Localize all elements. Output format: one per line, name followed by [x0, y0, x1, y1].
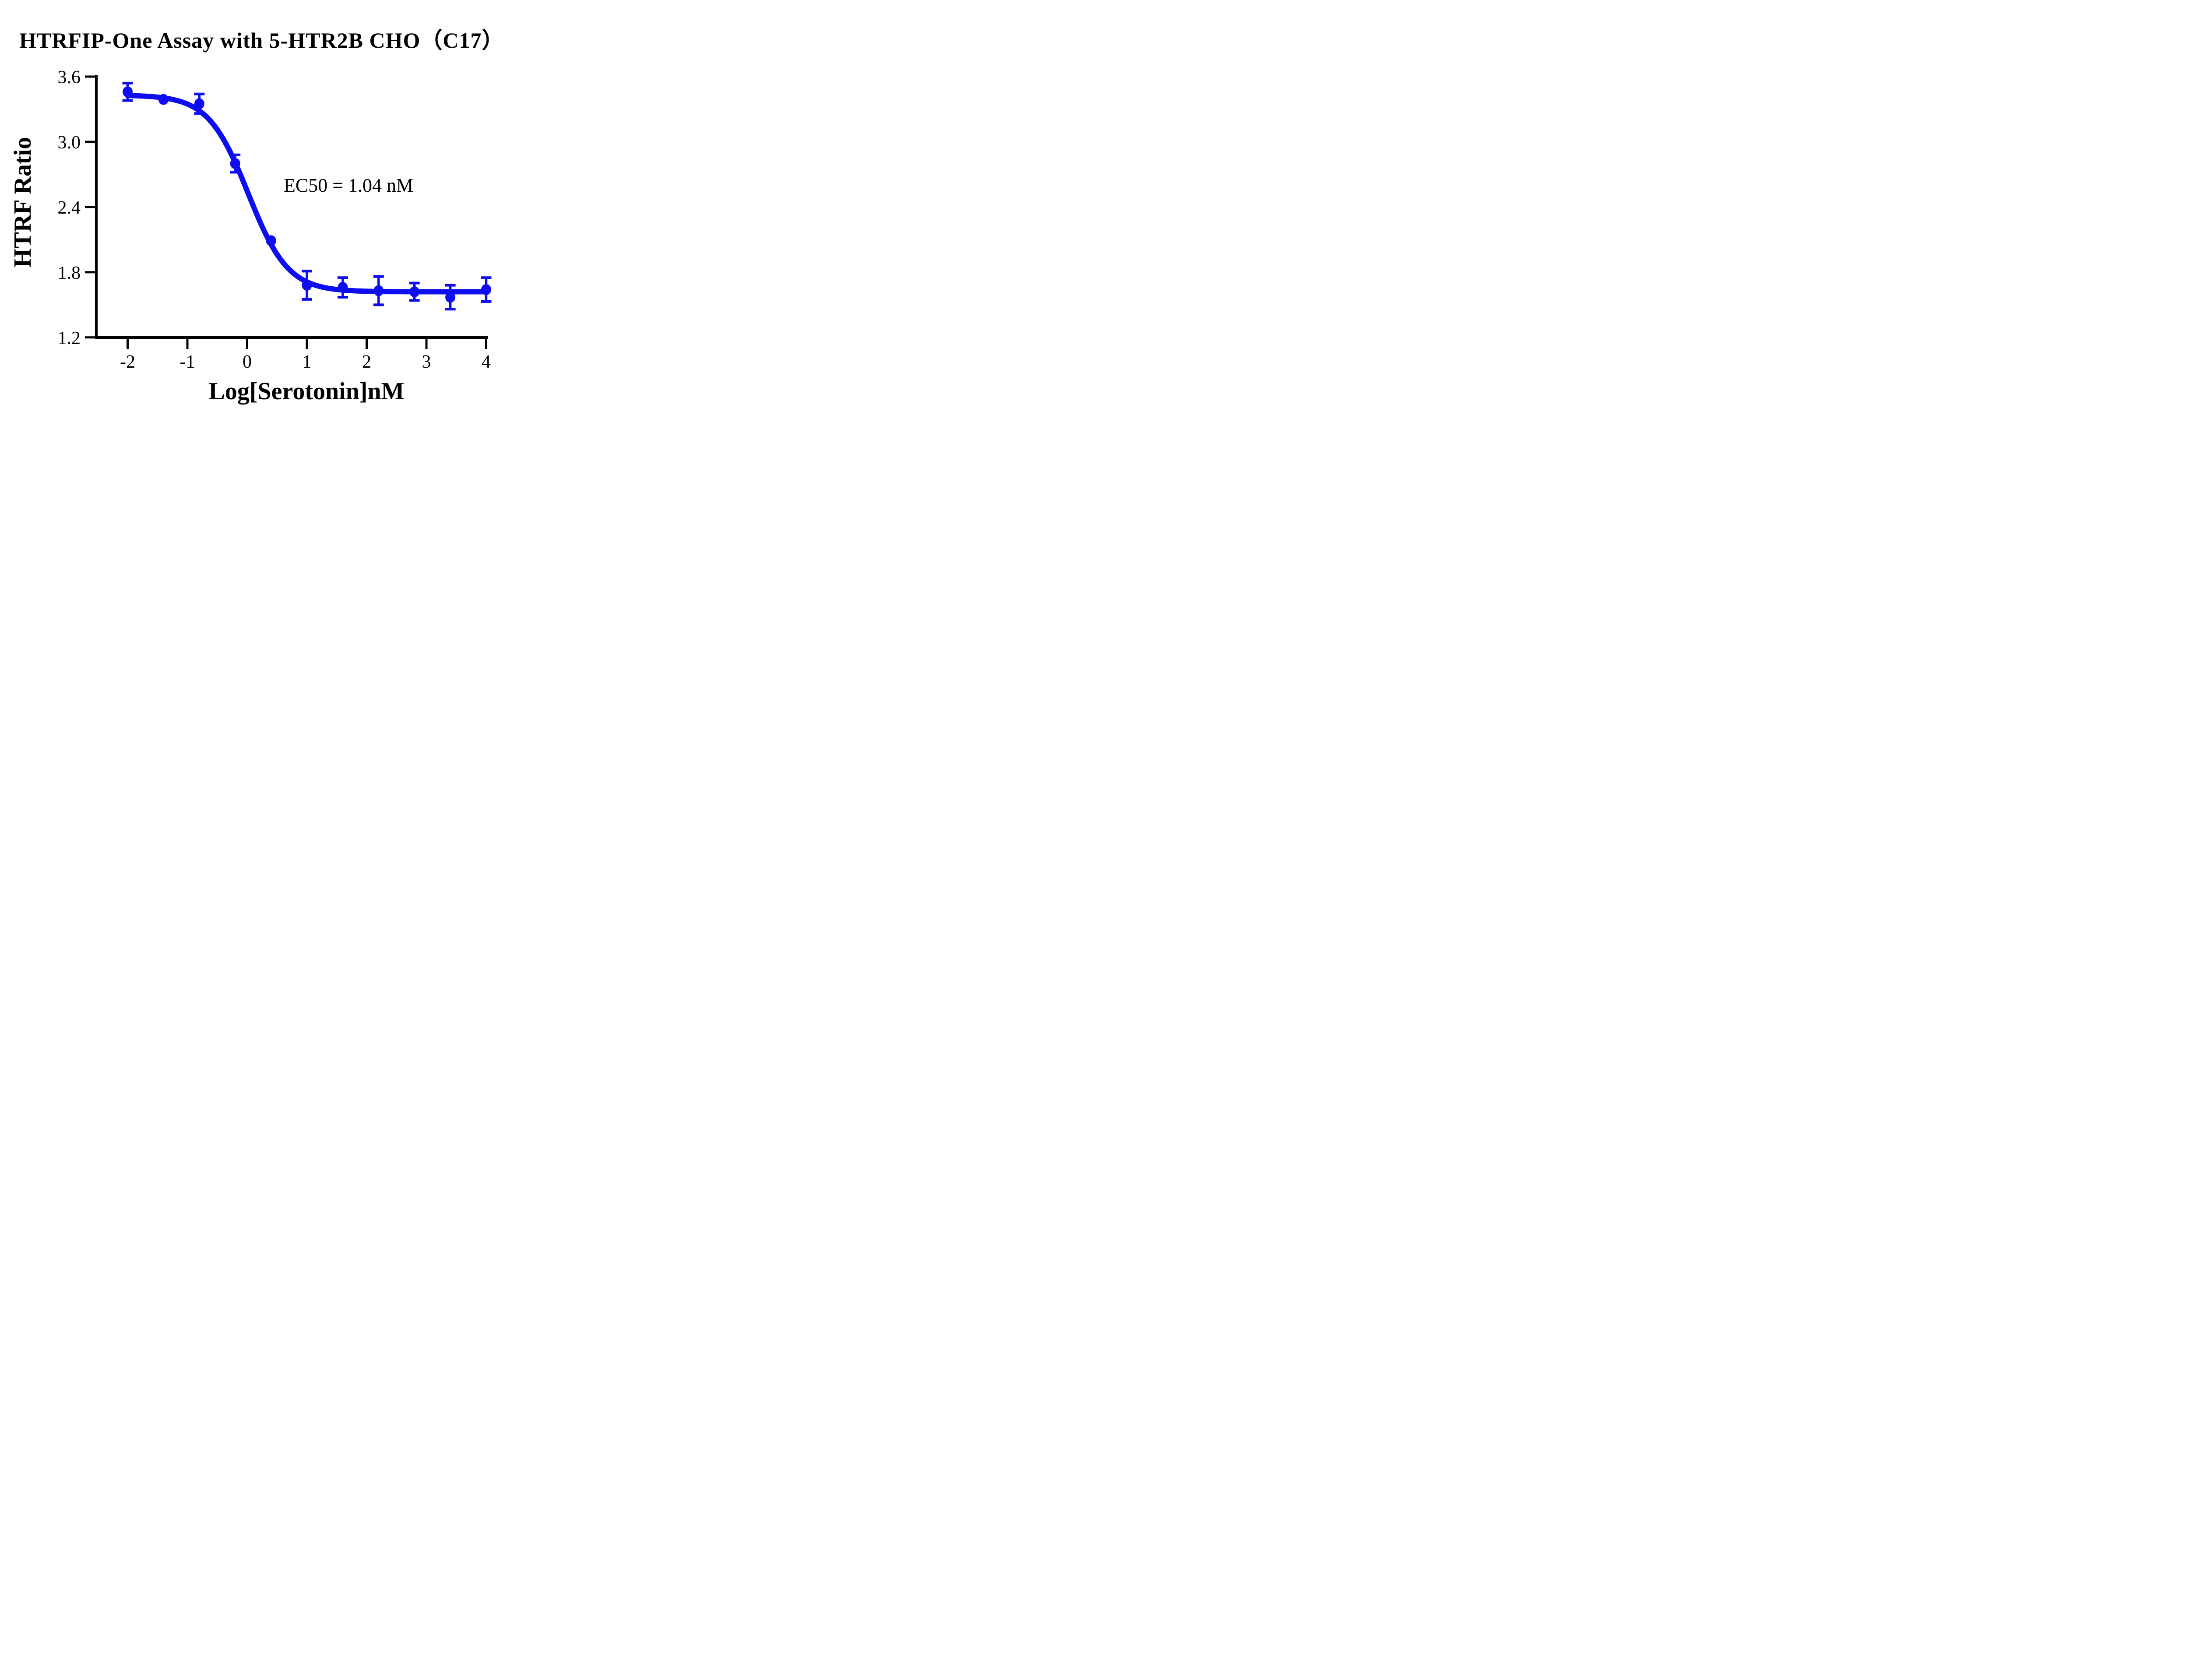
- data-point-marker: [481, 284, 491, 295]
- y-tick-label: 3.0: [58, 133, 81, 153]
- x-tick-label: -2: [120, 352, 135, 372]
- y-tick-label: 1.8: [58, 263, 81, 283]
- x-tick-label: 1: [303, 352, 312, 372]
- data-point-marker: [302, 280, 312, 291]
- x-tick-label: 3: [422, 352, 431, 372]
- data-point-marker: [445, 292, 456, 303]
- data-point-marker: [123, 86, 133, 98]
- data-point-marker: [338, 282, 348, 293]
- x-axis-label: Log[Serotonin]nM: [209, 378, 405, 405]
- data-point-marker: [158, 94, 169, 105]
- plot-content: 3.6 3.0 2.4 1.8 1.2 -2 -1 0 1 2 3 4: [58, 67, 492, 372]
- data-point-marker: [409, 286, 420, 298]
- data-point-marker: [266, 235, 276, 246]
- dose-response-chart: 3.6 3.0 2.4 1.8 1.2 -2 -1 0 1 2 3 4 HTRF Ratio Log[…: [9, 67, 492, 405]
- y-axis-label: HTRF Ratio: [9, 137, 36, 267]
- y-tick-label: 3.6: [58, 67, 81, 88]
- data-point-marker: [373, 285, 384, 296]
- chart-title: HTRFIP-One Assay with 5-HTR2B CHO（C17）: [19, 28, 504, 53]
- x-tick-label: 0: [243, 352, 252, 372]
- data-point-marker: [194, 98, 204, 109]
- assay-figure: HTRFIP-One Assay with 5-HTR2B CHO（C17） 3…: [0, 0, 581, 420]
- x-tick-label: 4: [482, 352, 491, 372]
- axis-lines: [95, 75, 488, 339]
- y-tick-label: 2.4: [58, 198, 81, 218]
- ec50-annotation: EC50 = 1.04 nM: [284, 175, 413, 196]
- y-tick-label: 1.2: [58, 328, 81, 348]
- x-tick-label: -1: [180, 352, 195, 372]
- data-point-marker: [230, 158, 240, 169]
- x-tick-label: 2: [362, 352, 371, 372]
